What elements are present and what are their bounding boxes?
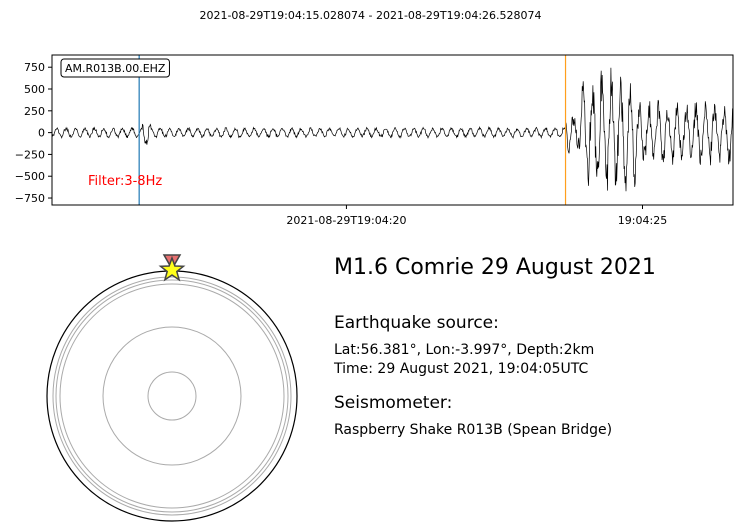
plot-frame bbox=[51, 54, 734, 206]
earth-surface-circle bbox=[46, 270, 298, 522]
y-tick-label: −250 bbox=[15, 148, 45, 161]
filter-label: Filter:3-8Hz bbox=[88, 174, 162, 189]
y-tick-label: 250 bbox=[24, 105, 45, 118]
y-tick-label: −500 bbox=[15, 170, 45, 183]
earthquake-title: M1.6 Comrie 29 August 2021 bbox=[334, 255, 656, 280]
earth-layer-ring bbox=[55, 279, 289, 513]
y-tick-label: −750 bbox=[15, 192, 45, 205]
ray-path-globe bbox=[46, 254, 298, 522]
y-tick-label: 750 bbox=[24, 61, 45, 74]
station-name: Raspberry Shake R013B (Spean Bridge) bbox=[334, 422, 613, 438]
chart-title: 2021-08-29T19:04:15.028074 - 2021-08-29T… bbox=[199, 9, 542, 22]
x-tick-label: 2021-08-29T19:04:20 bbox=[286, 214, 406, 227]
seismogram-plot: 750 500 250 0 −250 −500 −750 2021-08-29T19:04:2… bbox=[15, 54, 734, 227]
inner-core-ring bbox=[147, 371, 197, 421]
seismometer-heading: Seismometer: bbox=[334, 393, 453, 413]
source-time: Time: 29 August 2021, 19:04:05UTC bbox=[334, 361, 589, 377]
y-tick-label: 0 bbox=[38, 127, 45, 140]
waveform-line bbox=[51, 67, 734, 192]
earth-layer-ring bbox=[59, 283, 285, 509]
earth-layer-ring bbox=[52, 276, 292, 516]
seismogram-chart: 750 500 250 0 −250 −500 −750 2021-08-29T19:04:2… bbox=[15, 54, 734, 227]
epicenter-star-icon bbox=[158, 255, 186, 282]
source-coordinates: Lat:56.381°, Lon:-3.997°, Depth:2km bbox=[334, 342, 595, 358]
y-tick-label: 500 bbox=[24, 83, 45, 96]
station-label-box bbox=[60, 58, 170, 78]
outer-core-ring bbox=[102, 326, 242, 466]
x-tick-label: 19:04:25 bbox=[618, 214, 667, 227]
source-heading: Earthquake source: bbox=[334, 313, 499, 333]
station-label: AM.R013B.00.EHZ bbox=[65, 62, 166, 75]
